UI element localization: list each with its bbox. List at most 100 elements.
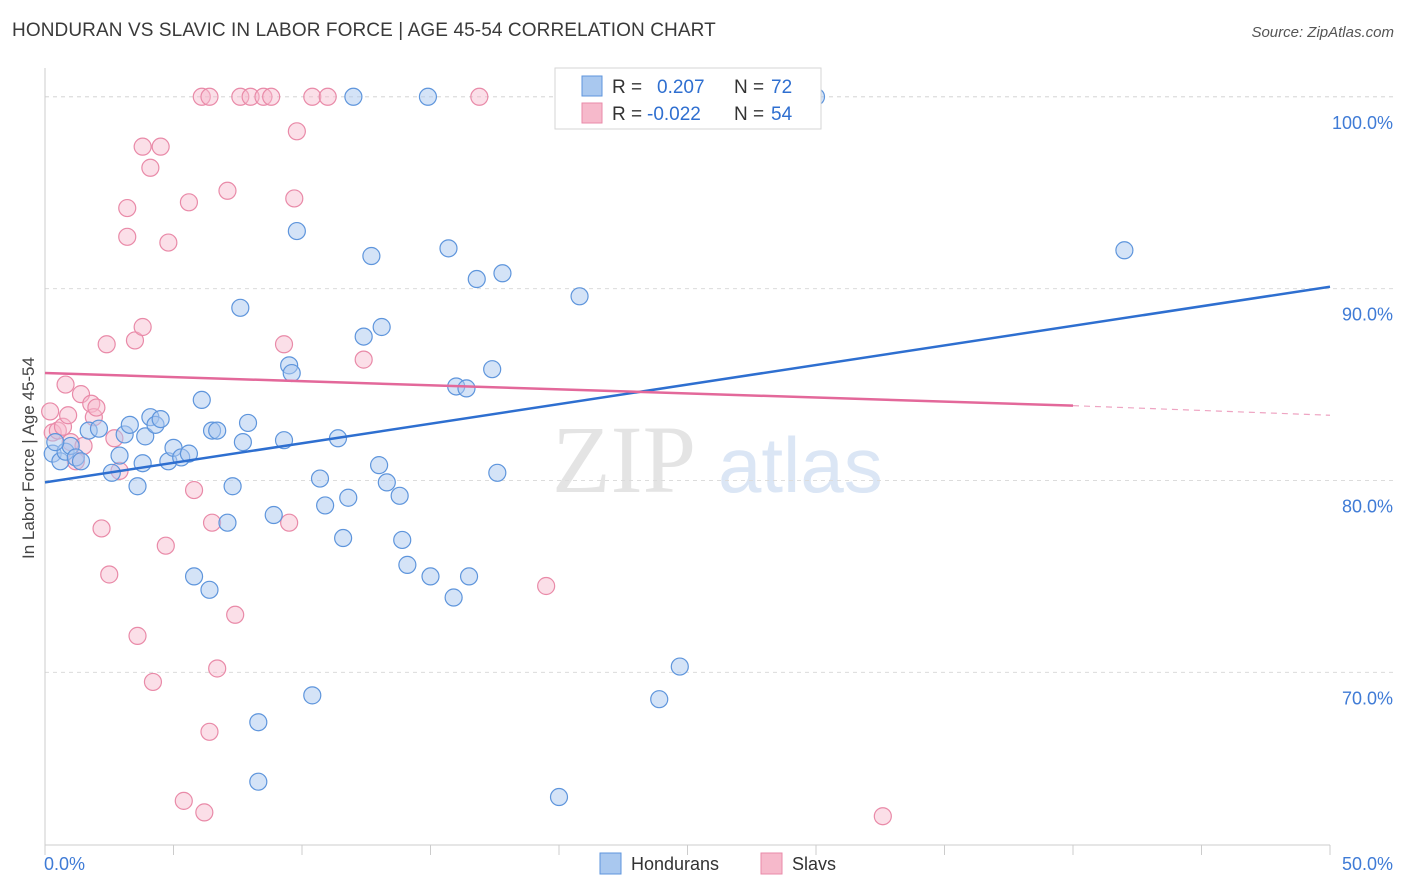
slavs-point	[118, 227, 137, 246]
hondurans-point	[344, 87, 363, 106]
hondurans-point	[264, 505, 283, 525]
hondurans-point	[398, 555, 417, 574]
slavs-point	[156, 536, 175, 555]
slavs-point	[133, 137, 152, 156]
hondurans-point	[128, 477, 147, 496]
hondurans-points	[43, 87, 1134, 807]
hondurans-point	[444, 588, 463, 607]
hondurans-point	[390, 486, 409, 505]
slavs-point	[262, 87, 281, 106]
slavs-point	[280, 513, 299, 532]
hondurans-point	[120, 415, 139, 434]
hondurans-point	[372, 317, 391, 337]
y-tick-label: 100.0%	[1332, 113, 1393, 133]
legend-r-value-2: -0.022	[647, 104, 701, 125]
hondurans-point	[200, 580, 219, 599]
hondurans-point	[393, 530, 412, 550]
trend-lines	[44, 285, 1331, 484]
slavs-point	[200, 87, 219, 106]
hondurans-point	[46, 433, 65, 452]
slavs-point	[303, 87, 322, 106]
hondurans-point	[488, 463, 507, 482]
legend-n-value-1: 72	[771, 77, 792, 98]
hondurans-point	[457, 379, 476, 398]
slavs-point	[192, 87, 211, 106]
bottom-legend-swatch-slavs	[760, 852, 783, 875]
hondurans-point	[370, 456, 389, 475]
hondurans-point	[192, 390, 211, 410]
slavs-point	[179, 193, 199, 212]
tick-labels: 70.0% 80.0% 90.0% 100.0% 0.0% 50.0%	[44, 113, 1393, 874]
y-tick-label: 70.0%	[1342, 688, 1393, 708]
slavs-point	[100, 565, 119, 584]
slavs-point	[128, 626, 147, 645]
hondurans-point	[303, 686, 322, 705]
hondurans-point	[650, 690, 669, 709]
legend-r-value-1: 0.207	[657, 77, 705, 98]
slavs-point	[141, 158, 160, 177]
legend-n-label-1: N =	[734, 77, 764, 98]
hondurans-point	[233, 433, 252, 452]
slavs-point	[56, 375, 75, 394]
slavs-point	[287, 122, 306, 141]
hondurans-point	[249, 772, 268, 791]
slavs-point	[87, 398, 106, 417]
bottom-legend-hondurans: Hondurans	[631, 854, 719, 874]
hondurans-point	[334, 528, 353, 548]
hondurans-point	[89, 419, 109, 438]
slavs-point	[241, 87, 260, 106]
watermark-atlas: atlas	[718, 421, 883, 509]
slavs-trend-extension	[1072, 405, 1331, 416]
chart-title: HONDURAN VS SLAVIC IN LABOR FORCE | AGE …	[12, 20, 716, 41]
slavs-point	[118, 198, 137, 218]
slavs-point	[174, 791, 193, 810]
legend-n-value-2: 54	[771, 104, 793, 125]
slavs-point	[53, 417, 73, 436]
slavs-points	[41, 87, 892, 826]
hondurans-point	[377, 473, 396, 492]
hondurans-point	[282, 363, 301, 383]
hondurans-point	[316, 496, 335, 515]
slavs-point	[159, 233, 178, 252]
hondurans-point	[493, 264, 512, 283]
hondurans-point	[71, 452, 91, 471]
slavs-point	[97, 335, 116, 354]
slavs-point	[92, 519, 111, 538]
hondurans-point	[439, 239, 458, 258]
hondurans-point	[231, 298, 250, 317]
x-tick-label-min: 0.0%	[44, 854, 85, 874]
hondurans-point	[208, 421, 227, 440]
hondurans-trend-line	[44, 285, 1331, 484]
slavs-trend-line	[44, 371, 1074, 407]
slavs-point	[218, 181, 237, 200]
hondurans-point	[238, 413, 258, 433]
slavs-point	[202, 513, 222, 532]
correlation-legend: R = 0.207 N = 72 R = -0.022 N = 54	[554, 67, 822, 130]
y-tick-label: 90.0%	[1342, 305, 1393, 325]
slavs-point	[274, 335, 294, 354]
bottom-legend-swatch-hondurans	[599, 852, 622, 875]
slavs-point	[195, 803, 214, 822]
watermark-zip: ZIP	[552, 406, 696, 513]
slavs-point	[285, 189, 304, 208]
slavs-point	[354, 350, 373, 369]
legend-r-label-2: R =	[612, 104, 642, 125]
hondurans-point	[218, 513, 237, 532]
slavs-point	[200, 722, 219, 741]
slavs-point	[133, 317, 152, 337]
slavs-point	[470, 87, 489, 106]
hondurans-point	[467, 269, 486, 289]
hondurans-point	[570, 287, 589, 306]
hondurans-point	[179, 444, 199, 463]
hondurans-point	[421, 567, 440, 586]
hondurans-point	[418, 87, 438, 106]
hondurans-point	[184, 567, 204, 586]
hondurans-point	[151, 409, 170, 429]
slavs-point	[59, 406, 78, 425]
hondurans-point	[670, 657, 689, 676]
slavs-point	[231, 87, 250, 106]
hondurans-point	[339, 488, 358, 507]
hondurans-point	[249, 713, 268, 732]
bottom-legend-slavs: Slavs	[792, 854, 836, 874]
